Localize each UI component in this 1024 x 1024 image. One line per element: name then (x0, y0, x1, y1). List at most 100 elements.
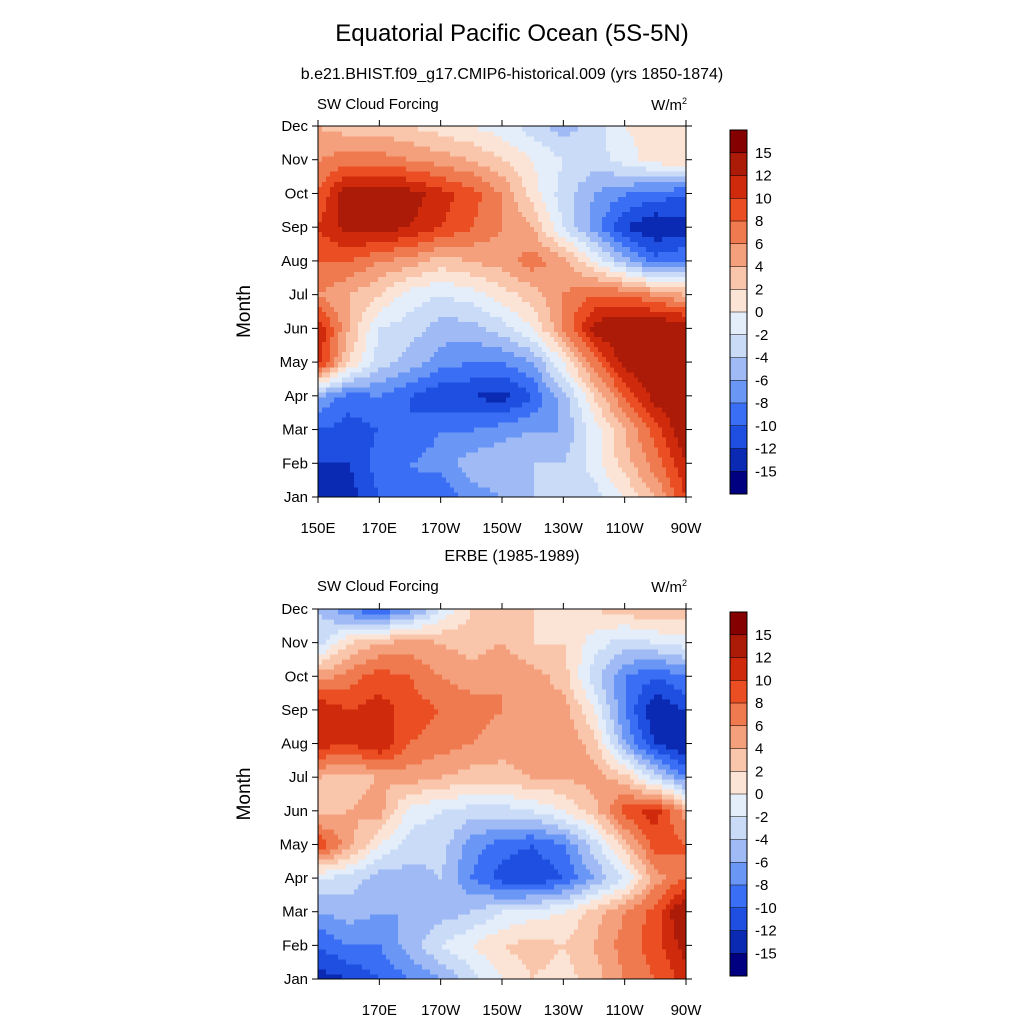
heatmap-cell (646, 367, 651, 373)
heatmap-cell (438, 347, 443, 353)
heatmap-cell (458, 437, 463, 443)
heatmap-cell (346, 327, 351, 333)
heatmap-cell (422, 452, 427, 458)
heatmap-cell (498, 226, 503, 232)
heatmap-cell (330, 437, 335, 443)
heatmap-cell (618, 487, 623, 493)
heatmap-cell (386, 317, 391, 323)
heatmap-cell (378, 221, 383, 227)
heatmap-cell (394, 402, 399, 408)
heatmap-cell (370, 241, 375, 247)
heatmap-cell (394, 317, 399, 323)
heatmap-cell (458, 251, 463, 257)
heatmap-cell (646, 377, 651, 383)
heatmap-cell (358, 392, 363, 398)
heatmap-cell (622, 236, 627, 242)
heatmap-cell (550, 286, 555, 292)
heatmap-cell (454, 306, 459, 312)
heatmap-cell (578, 477, 583, 483)
heatmap-cell (642, 417, 647, 423)
heatmap-cell (350, 357, 355, 363)
heatmap-cell (430, 241, 435, 247)
heatmap-cell (374, 246, 379, 252)
heatmap-cell (550, 457, 555, 463)
heatmap-cell (346, 452, 351, 458)
heatmap-cell (490, 407, 495, 413)
heatmap-cell (318, 261, 323, 267)
heatmap-cell (430, 472, 435, 478)
heatmap-cell (374, 271, 379, 277)
heatmap-cell (362, 437, 367, 443)
heatmap-cell (530, 477, 535, 483)
heatmap-cell (518, 372, 523, 378)
heatmap-cell (646, 442, 651, 448)
heatmap-cell (454, 281, 459, 287)
heatmap-cell (590, 251, 595, 257)
heatmap-cell (598, 342, 603, 348)
heatmap-cell (586, 402, 591, 408)
heatmap-cell (562, 377, 567, 383)
heatmap-cell (614, 261, 619, 267)
heatmap-cell (550, 271, 555, 277)
heatmap-cell (354, 347, 359, 353)
heatmap-cell (662, 482, 667, 488)
heatmap-cell (550, 342, 555, 348)
heatmap-cell (630, 231, 635, 237)
heatmap-cell (374, 372, 379, 378)
heatmap-cell (562, 286, 567, 292)
heatmap-cell (566, 487, 571, 493)
heatmap-cell (514, 392, 519, 398)
heatmap-cell (446, 226, 451, 232)
heatmap-cell (350, 407, 355, 413)
heatmap-cell (374, 251, 379, 257)
heatmap-cell (654, 462, 659, 468)
heatmap-cell (598, 367, 603, 373)
heatmap-cell (542, 447, 547, 453)
heatmap-cell (562, 256, 567, 262)
heatmap-cell (470, 362, 475, 368)
heatmap-cell (554, 472, 559, 478)
heatmap-cell (438, 387, 443, 393)
heatmap-cell (410, 276, 415, 282)
heatmap-cell (578, 482, 583, 488)
heatmap-cell (506, 231, 511, 237)
heatmap-cell (334, 342, 339, 348)
heatmap-cell (562, 427, 567, 433)
heatmap-cell (362, 462, 367, 468)
heatmap-cell (406, 412, 411, 418)
heatmap-cell (338, 467, 343, 473)
heatmap-cell (634, 377, 639, 383)
heatmap-cell (466, 246, 471, 252)
heatmap-cell (678, 452, 683, 458)
heatmap-cell (474, 382, 479, 388)
heatmap-cell (614, 467, 619, 473)
heatmap-cell (482, 417, 487, 423)
heatmap-cell (598, 261, 603, 267)
heatmap-cell (346, 437, 351, 443)
heatmap-cell (434, 462, 439, 468)
heatmap-cell (386, 407, 391, 413)
heatmap-cell (678, 377, 683, 383)
heatmap-cell (646, 357, 651, 363)
heatmap-cell (506, 452, 511, 458)
heatmap-cell (598, 357, 603, 363)
heatmap-cell (562, 392, 567, 398)
heatmap-cell (318, 256, 323, 262)
heatmap-cell (474, 437, 479, 443)
heatmap-cell (546, 452, 551, 458)
heatmap-cell (674, 301, 679, 307)
heatmap-cell (554, 322, 559, 328)
heatmap-cell (398, 337, 403, 343)
heatmap-cell (494, 261, 499, 267)
heatmap-cell (590, 402, 595, 408)
heatmap-cell (542, 402, 547, 408)
heatmap-cell (670, 372, 675, 378)
heatmap-cell (366, 467, 371, 473)
heatmap-cell (382, 327, 387, 333)
heatmap-cell (594, 447, 599, 453)
heatmap-cell (418, 332, 423, 338)
heatmap-cell (498, 482, 503, 488)
heatmap-cell (434, 327, 439, 333)
heatmap-cell (586, 312, 591, 318)
heatmap-cell (478, 367, 483, 373)
